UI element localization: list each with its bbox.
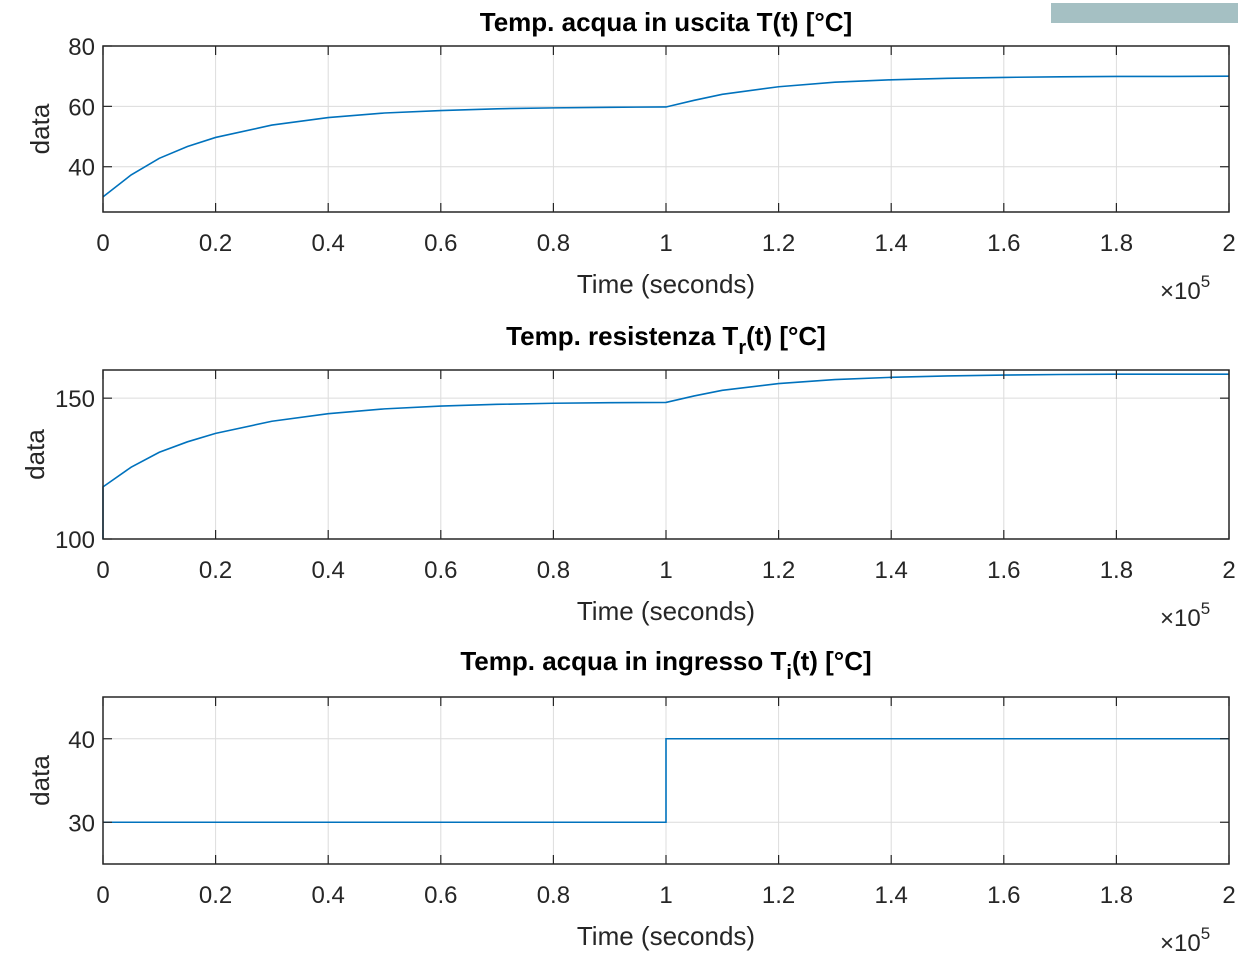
x-tick-label: 0 (96, 557, 109, 584)
x-tick-label: 0.4 (312, 882, 345, 909)
x-axis-label: Time (seconds) (577, 269, 755, 299)
y-tick-label: 100 (55, 527, 95, 554)
subplot-3: Temp. acqua in ingresso Ti(t) [°C] 0 0.2 0.… (25, 646, 1236, 953)
x-tick-label: 1.4 (875, 230, 908, 257)
y-tick-label: 40 (68, 727, 95, 754)
x-tick-label: 1 (659, 882, 672, 909)
x-tick-label: 1.8 (1100, 882, 1133, 909)
x-multiplier-label: ×105 (1160, 272, 1210, 305)
series-line (103, 737, 1229, 824)
chart-title: Temp. acqua in ingresso Ti(t) [°C] (460, 646, 871, 684)
x-tick-label: 1.8 (1100, 230, 1133, 257)
x-tick-label: 0.8 (537, 882, 570, 909)
y-tick-label: 30 (68, 810, 95, 837)
x-tick-label: 1.6 (987, 230, 1020, 257)
x-tick-label: 1.8 (1100, 557, 1133, 584)
x-tick-label: 0.8 (537, 557, 570, 584)
x-tick-label: 2 (1222, 230, 1235, 257)
x-tick-label: 0.4 (312, 230, 345, 257)
x-tick-label: 1.2 (762, 882, 795, 909)
x-tick-label: 0.6 (424, 557, 457, 584)
x-tick-label: 0.8 (537, 230, 570, 257)
chart-title: Temp. resistenza Tr(t) [°C] (506, 321, 826, 359)
x-multiplier-label: ×105 (1160, 599, 1210, 632)
x-tick-label: 0.6 (424, 882, 457, 909)
x-tick-label: 0.6 (424, 230, 457, 257)
x-tick-label: 1 (659, 230, 672, 257)
x-axis-label: Time (seconds) (577, 921, 755, 951)
x-tick-label: 1.6 (987, 557, 1020, 584)
x-tick-label: 1.2 (762, 557, 795, 584)
x-tick-label: 0.2 (199, 230, 232, 257)
y-tick-label: 150 (55, 386, 95, 413)
x-axis-label: Time (seconds) (577, 596, 755, 626)
chart-title: Temp. acqua in uscita T(t) [°C] (480, 7, 853, 37)
x-multiplier-label: ×105 (1160, 924, 1210, 953)
y-tick-label: 80 (68, 34, 95, 61)
x-tick-label: 0 (96, 882, 109, 909)
x-tick-label: 1.2 (762, 230, 795, 257)
x-tick-label: 2 (1222, 557, 1235, 584)
y-tick-label: 40 (68, 155, 95, 182)
x-tick-label: 0 (96, 230, 109, 257)
x-tick-label: 0.2 (199, 557, 232, 584)
x-tick-label: 1.4 (875, 882, 908, 909)
y-axis-label: data (25, 755, 55, 806)
x-tick-label: 1.6 (987, 882, 1020, 909)
x-tick-label: 1.4 (875, 557, 908, 584)
x-tick-label: 0.2 (199, 882, 232, 909)
y-axis-label: data (20, 429, 50, 480)
x-tick-label: 2 (1222, 882, 1235, 909)
corner-bar (1051, 3, 1238, 23)
y-tick-label: 60 (68, 94, 95, 121)
subplot-1: Temp. acqua in uscita T(t) [°C] 0 0.2 0.4 0.… (25, 7, 1236, 305)
subplot-2: Temp. resistenza Tr(t) [°C] 0 0.2 0.4 0.6 0.8… (20, 321, 1236, 632)
x-tick-label: 1 (659, 557, 672, 584)
y-axis-label: data (25, 103, 55, 154)
series-line (102, 75, 1230, 198)
x-tick-label: 0.4 (312, 557, 345, 584)
